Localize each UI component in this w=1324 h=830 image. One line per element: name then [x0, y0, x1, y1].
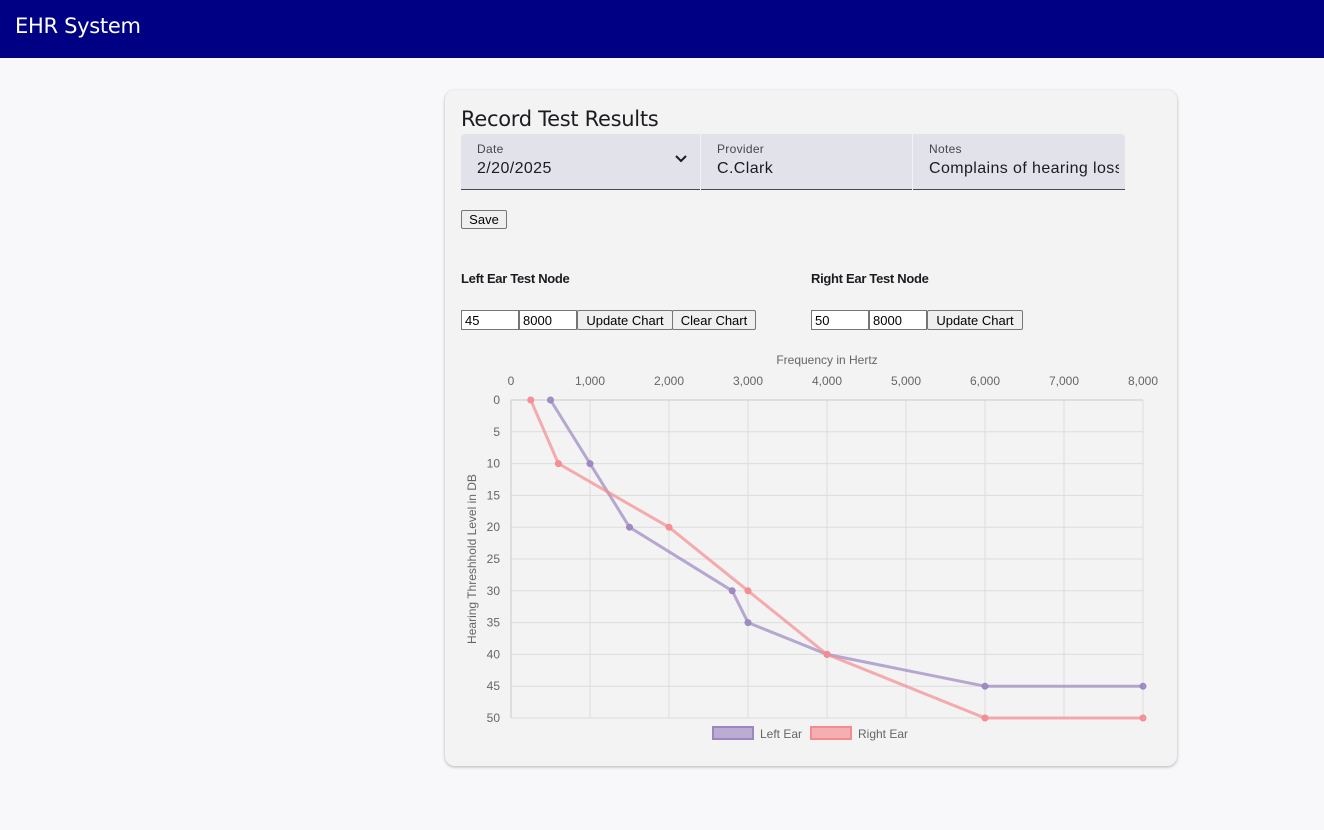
y-tick-label: 35	[487, 616, 501, 630]
provider-label: Provider	[717, 142, 765, 156]
x-tick-label: 5,000	[891, 374, 921, 388]
x-axis-title: Frequency in Hertz	[776, 353, 877, 367]
left-ear-clear-chart-button[interactable]: Clear Chart	[672, 310, 756, 330]
y-tick-label: 20	[487, 520, 501, 534]
right-ear-frequency-input[interactable]	[869, 310, 927, 330]
date-value: 2/20/2025	[477, 160, 552, 177]
right-ear-update-chart-button[interactable]: Update Chart	[927, 310, 1023, 330]
x-tick-label: 6,000	[970, 374, 1000, 388]
card-title: Record Test Results	[461, 107, 659, 131]
data-point	[1139, 714, 1147, 722]
data-point	[744, 587, 752, 595]
right-ear-heading: Right Ear Test Node	[811, 271, 929, 286]
x-tick-label: 1,000	[575, 374, 605, 388]
audiogram-chart: 0 1,000 2,000 3,000 4,000 5,000 6,000 7,000 8,00…	[465, 353, 1158, 741]
x-tick-label: 7,000	[1049, 374, 1079, 388]
data-point	[586, 460, 594, 468]
app-bar: EHR System	[0, 0, 1324, 58]
provider-value: C.Clark	[717, 160, 774, 177]
x-tick-label: 4,000	[812, 374, 842, 388]
data-point	[665, 523, 673, 531]
y-tick-label: 5	[493, 425, 500, 439]
data-point	[626, 523, 633, 531]
legend-label: Right Ear	[858, 727, 908, 741]
y-tick-label: 45	[487, 679, 501, 693]
y-tick-label: 0	[493, 393, 500, 407]
notes-value: Complains of hearing loss	[929, 160, 1119, 177]
date-picker[interactable]: Date 2/20/2025	[461, 134, 700, 190]
legend-swatch	[810, 726, 852, 740]
app-title: EHR System	[15, 14, 141, 38]
data-point	[823, 650, 831, 658]
left-ear-db-input[interactable]	[461, 310, 519, 330]
date-label: Date	[477, 142, 504, 156]
data-point	[981, 714, 989, 722]
left-ear-heading: Left Ear Test Node	[461, 271, 570, 286]
data-point	[527, 396, 535, 404]
x-tick-label: 3,000	[733, 374, 763, 388]
x-tick-label: 0	[508, 374, 515, 388]
x-tick-label: 8,000	[1128, 374, 1158, 388]
y-tick-label: 40	[487, 647, 501, 661]
data-point	[547, 396, 554, 404]
y-tick-label: 10	[487, 457, 501, 471]
data-point	[1139, 682, 1147, 690]
chevron-down-icon[interactable]	[674, 154, 688, 164]
y-tick-label: 50	[487, 711, 501, 725]
y-tick-label: 15	[487, 488, 501, 502]
left-ear-frequency-input[interactable]	[519, 310, 577, 330]
legend-label: Left Ear	[760, 727, 802, 741]
y-tick-label: 25	[487, 552, 501, 566]
notes-label: Notes	[929, 142, 962, 156]
y-tick-label: 30	[487, 584, 501, 598]
series-line-left-ear	[549, 399, 1143, 688]
y-axis-title: Hearing Threshhold Level in DB	[465, 474, 479, 644]
legend-swatch	[712, 726, 754, 740]
right-ear-db-input[interactable]	[811, 310, 869, 330]
left-ear-update-chart-button[interactable]: Update Chart	[577, 310, 673, 330]
save-button[interactable]: Save	[461, 210, 507, 229]
provider-field[interactable]: Provider C.Clark	[701, 134, 912, 190]
data-point	[744, 619, 752, 627]
data-point	[728, 587, 736, 595]
notes-field[interactable]: Notes Complains of hearing loss	[913, 134, 1125, 190]
data-point	[554, 460, 562, 468]
x-tick-label: 2,000	[654, 374, 684, 388]
data-point	[981, 682, 989, 690]
